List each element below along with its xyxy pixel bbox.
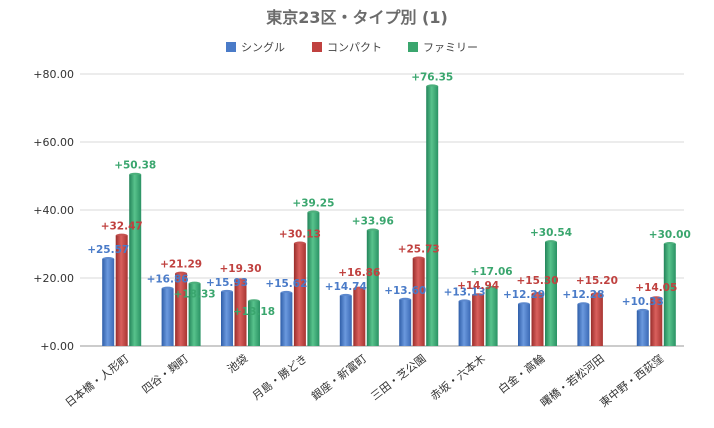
data-label: +15.93 <box>206 277 248 289</box>
data-label: +50.38 <box>114 160 156 172</box>
bar-1-1 <box>102 259 115 346</box>
data-labels: +25.57+32.47+50.38+16.86+21.29+18.33+15.… <box>87 71 691 318</box>
legend-swatch-2 <box>312 42 322 52</box>
data-label: +12.29 <box>503 289 545 301</box>
data-label: +76.35 <box>411 71 453 83</box>
data-label: +16.86 <box>338 267 380 279</box>
x-tick-label: 四谷・麹町 <box>139 351 191 396</box>
data-label: +32.47 <box>101 221 143 233</box>
data-label: +19.30 <box>219 263 261 275</box>
bar-2-1 <box>115 235 128 346</box>
y-tick-label: +80.00 <box>33 68 74 81</box>
data-label: +13.18 <box>233 306 275 318</box>
x-tick-label: 日本橋・人形町 <box>62 351 131 409</box>
x-axis: 日本橋・人形町 四谷・麹町 池袋 月島・勝どき 銀座・新富町 三田・芝公園 赤坂・六本木 白金… <box>62 351 666 409</box>
data-label: +12.28 <box>562 289 604 301</box>
data-label: +10.33 <box>622 296 664 308</box>
bar-1-8 <box>518 304 530 346</box>
bar-2-2 <box>175 273 188 346</box>
data-label: +13.60 <box>384 285 426 297</box>
bar-2-10 <box>650 298 663 346</box>
bar-2-5 <box>353 288 366 346</box>
bar-3-3 <box>248 301 260 346</box>
x-tick-label: 曙橋・若松河田 <box>537 351 606 409</box>
x-tick-label: 東中野・西荻窪 <box>597 351 666 409</box>
bar-3-5 <box>366 230 379 346</box>
data-label: +14.74 <box>325 281 367 293</box>
data-label: +39.25 <box>292 198 334 210</box>
bar-3-4 <box>307 212 320 346</box>
bar-3-10 <box>663 244 676 346</box>
data-label: +17.06 <box>471 266 513 278</box>
bars <box>102 84 676 346</box>
data-label: +30.54 <box>530 227 572 239</box>
bar-1-5 <box>339 295 352 346</box>
chart-title: 東京23区・タイプ別 (1) <box>266 8 448 27</box>
data-label: +25.73 <box>398 244 440 256</box>
x-tick-label: 三田・芝公園 <box>369 352 429 403</box>
data-label: +30.00 <box>649 229 691 241</box>
bar-1-3 <box>221 291 233 346</box>
bar-1-9 <box>577 304 590 346</box>
data-label: +25.57 <box>87 244 129 256</box>
legend-label-2: コンパクト <box>327 41 382 54</box>
bar-3-2 <box>188 283 201 346</box>
y-tick-label: +60.00 <box>33 136 74 149</box>
bar-2-6 <box>412 258 425 346</box>
x-tick-label: 月島・勝どき <box>249 351 309 402</box>
y-tick-label: +20.00 <box>33 272 74 285</box>
data-label: +30.13 <box>279 229 321 241</box>
bar-1-6 <box>399 299 412 346</box>
bar-2-8 <box>531 293 544 346</box>
data-label: +15.20 <box>576 275 618 287</box>
data-label: +14.05 <box>635 282 677 294</box>
legend-label-1: シングル <box>241 40 285 54</box>
bar-2-9 <box>590 294 603 346</box>
legend-label-3: ファミリー <box>423 41 478 54</box>
x-tick-label: 白金・高輪 <box>495 351 547 396</box>
data-label: +33.96 <box>352 216 394 228</box>
bar-1-7 <box>458 301 471 346</box>
bar-2-3 <box>234 280 247 346</box>
x-tick-label: 銀座・新富町 <box>309 351 370 403</box>
data-label: +18.33 <box>174 289 216 301</box>
data-label: +15.62 <box>265 278 307 290</box>
data-label: +14.94 <box>457 280 499 292</box>
legend-swatch-3 <box>408 42 418 52</box>
bar-2-7 <box>472 295 485 346</box>
legend-swatch-1 <box>226 42 236 52</box>
bar-3-6 <box>426 86 439 346</box>
bar-3-1 <box>129 174 142 346</box>
x-tick-label: 池袋 <box>224 351 250 376</box>
bar-2-4 <box>293 243 306 346</box>
bar-3-7 <box>485 287 498 346</box>
bar-1-2 <box>161 288 174 346</box>
bar-1-10 <box>636 310 649 346</box>
y-tick-label: +0.00 <box>40 340 74 353</box>
bar-3-8 <box>545 242 557 346</box>
bar-1-4 <box>280 292 293 346</box>
data-label: +13.13 <box>444 286 486 298</box>
data-label: +16.86 <box>147 274 189 286</box>
y-tick-label: +40.00 <box>33 204 74 217</box>
data-label: +21.29 <box>160 259 202 271</box>
data-label: +15.30 <box>516 275 558 287</box>
legend: シングル コンパクト ファミリー <box>226 40 478 54</box>
x-tick-label: 赤坂・六本木 <box>427 351 488 403</box>
